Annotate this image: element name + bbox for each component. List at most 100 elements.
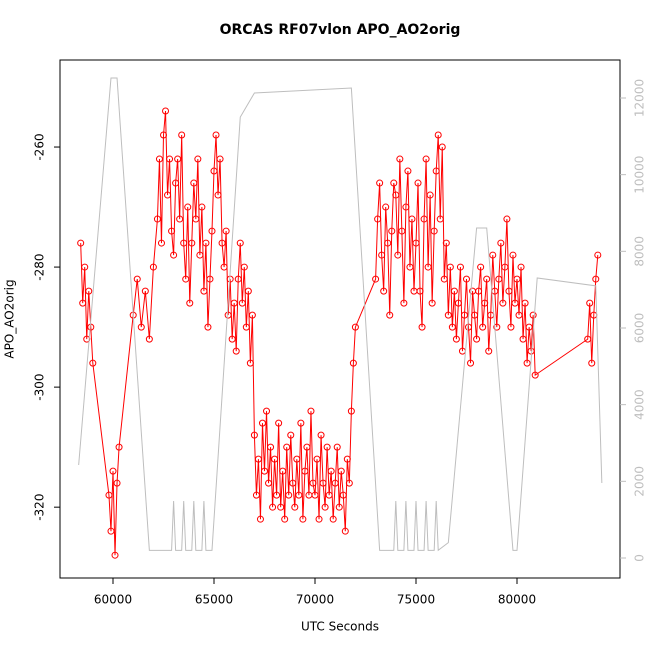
point: [301, 467, 309, 475]
point: [594, 251, 602, 259]
point: [182, 275, 190, 283]
point: [194, 155, 202, 163]
point: [497, 239, 505, 247]
point: [238, 299, 246, 307]
point: [192, 215, 200, 223]
point: [198, 203, 206, 211]
point: [315, 515, 323, 523]
point: [271, 455, 279, 463]
point: [406, 263, 414, 271]
point: [81, 263, 89, 271]
point: [475, 287, 483, 295]
y-tick-label: -300: [33, 374, 47, 401]
point: [430, 227, 438, 235]
point: [234, 275, 242, 283]
point: [218, 239, 226, 247]
point: [252, 491, 260, 499]
point: [424, 263, 432, 271]
plot-frame: [59, 59, 621, 579]
point: [323, 443, 331, 451]
point: [145, 335, 153, 343]
point: [160, 131, 168, 139]
point: [588, 359, 596, 367]
y2-tick-label: 4000: [633, 389, 647, 420]
point: [428, 299, 436, 307]
point: [254, 455, 262, 463]
point: [380, 287, 388, 295]
point: [420, 215, 428, 223]
y2-tick-label: 2000: [633, 466, 647, 497]
point: [170, 251, 178, 259]
point: [465, 323, 473, 331]
point: [446, 263, 454, 271]
point: [517, 263, 525, 271]
point: [285, 491, 293, 499]
point: [196, 251, 204, 259]
y-tick-label: -280: [33, 253, 47, 280]
point: [141, 287, 149, 295]
point: [392, 191, 400, 199]
point: [477, 263, 485, 271]
point: [133, 275, 141, 283]
point: [463, 275, 471, 283]
point: [155, 155, 163, 163]
point: [216, 155, 224, 163]
point: [149, 263, 157, 271]
point: [307, 407, 315, 415]
point: [495, 275, 503, 283]
x-tick-label: 60000: [94, 593, 132, 607]
x-tick-label: 75000: [397, 593, 435, 607]
point: [295, 491, 303, 499]
x-tick-label: 70000: [296, 593, 334, 607]
point: [277, 503, 285, 511]
point: [236, 239, 244, 247]
point: [436, 215, 444, 223]
point: [432, 167, 440, 175]
point: [460, 311, 468, 319]
point: [592, 275, 600, 283]
point: [188, 239, 196, 247]
point: [258, 419, 266, 427]
point: [289, 479, 297, 487]
point: [89, 359, 97, 367]
point: [456, 263, 464, 271]
point: [184, 203, 192, 211]
point: [111, 551, 119, 559]
point: [402, 203, 410, 211]
chart-title: ORCAS RF07vlon APO_AO2orig: [220, 22, 461, 38]
point: [426, 191, 434, 199]
point: [493, 323, 501, 331]
point: [351, 323, 359, 331]
point: [515, 311, 523, 319]
point: [79, 299, 87, 307]
point: [202, 239, 210, 247]
point: [509, 251, 517, 259]
point: [200, 287, 208, 295]
point: [404, 167, 412, 175]
y-tick-label: -260: [33, 133, 47, 160]
point: [418, 323, 426, 331]
point: [525, 323, 533, 331]
point: [339, 491, 347, 499]
point: [220, 263, 228, 271]
point: [85, 287, 93, 295]
y2-tick-label: 12000: [633, 79, 647, 117]
point: [507, 323, 515, 331]
series-line: [78, 77, 603, 552]
point: [83, 335, 91, 343]
point: [113, 479, 121, 487]
point: [329, 515, 337, 523]
point: [376, 179, 384, 187]
point: [222, 227, 230, 235]
point: [505, 287, 513, 295]
point: [521, 299, 529, 307]
point: [394, 251, 402, 259]
point: [396, 155, 404, 163]
point: [398, 227, 406, 235]
point: [584, 335, 592, 343]
point: [166, 155, 174, 163]
point: [529, 311, 537, 319]
point: [442, 239, 450, 247]
